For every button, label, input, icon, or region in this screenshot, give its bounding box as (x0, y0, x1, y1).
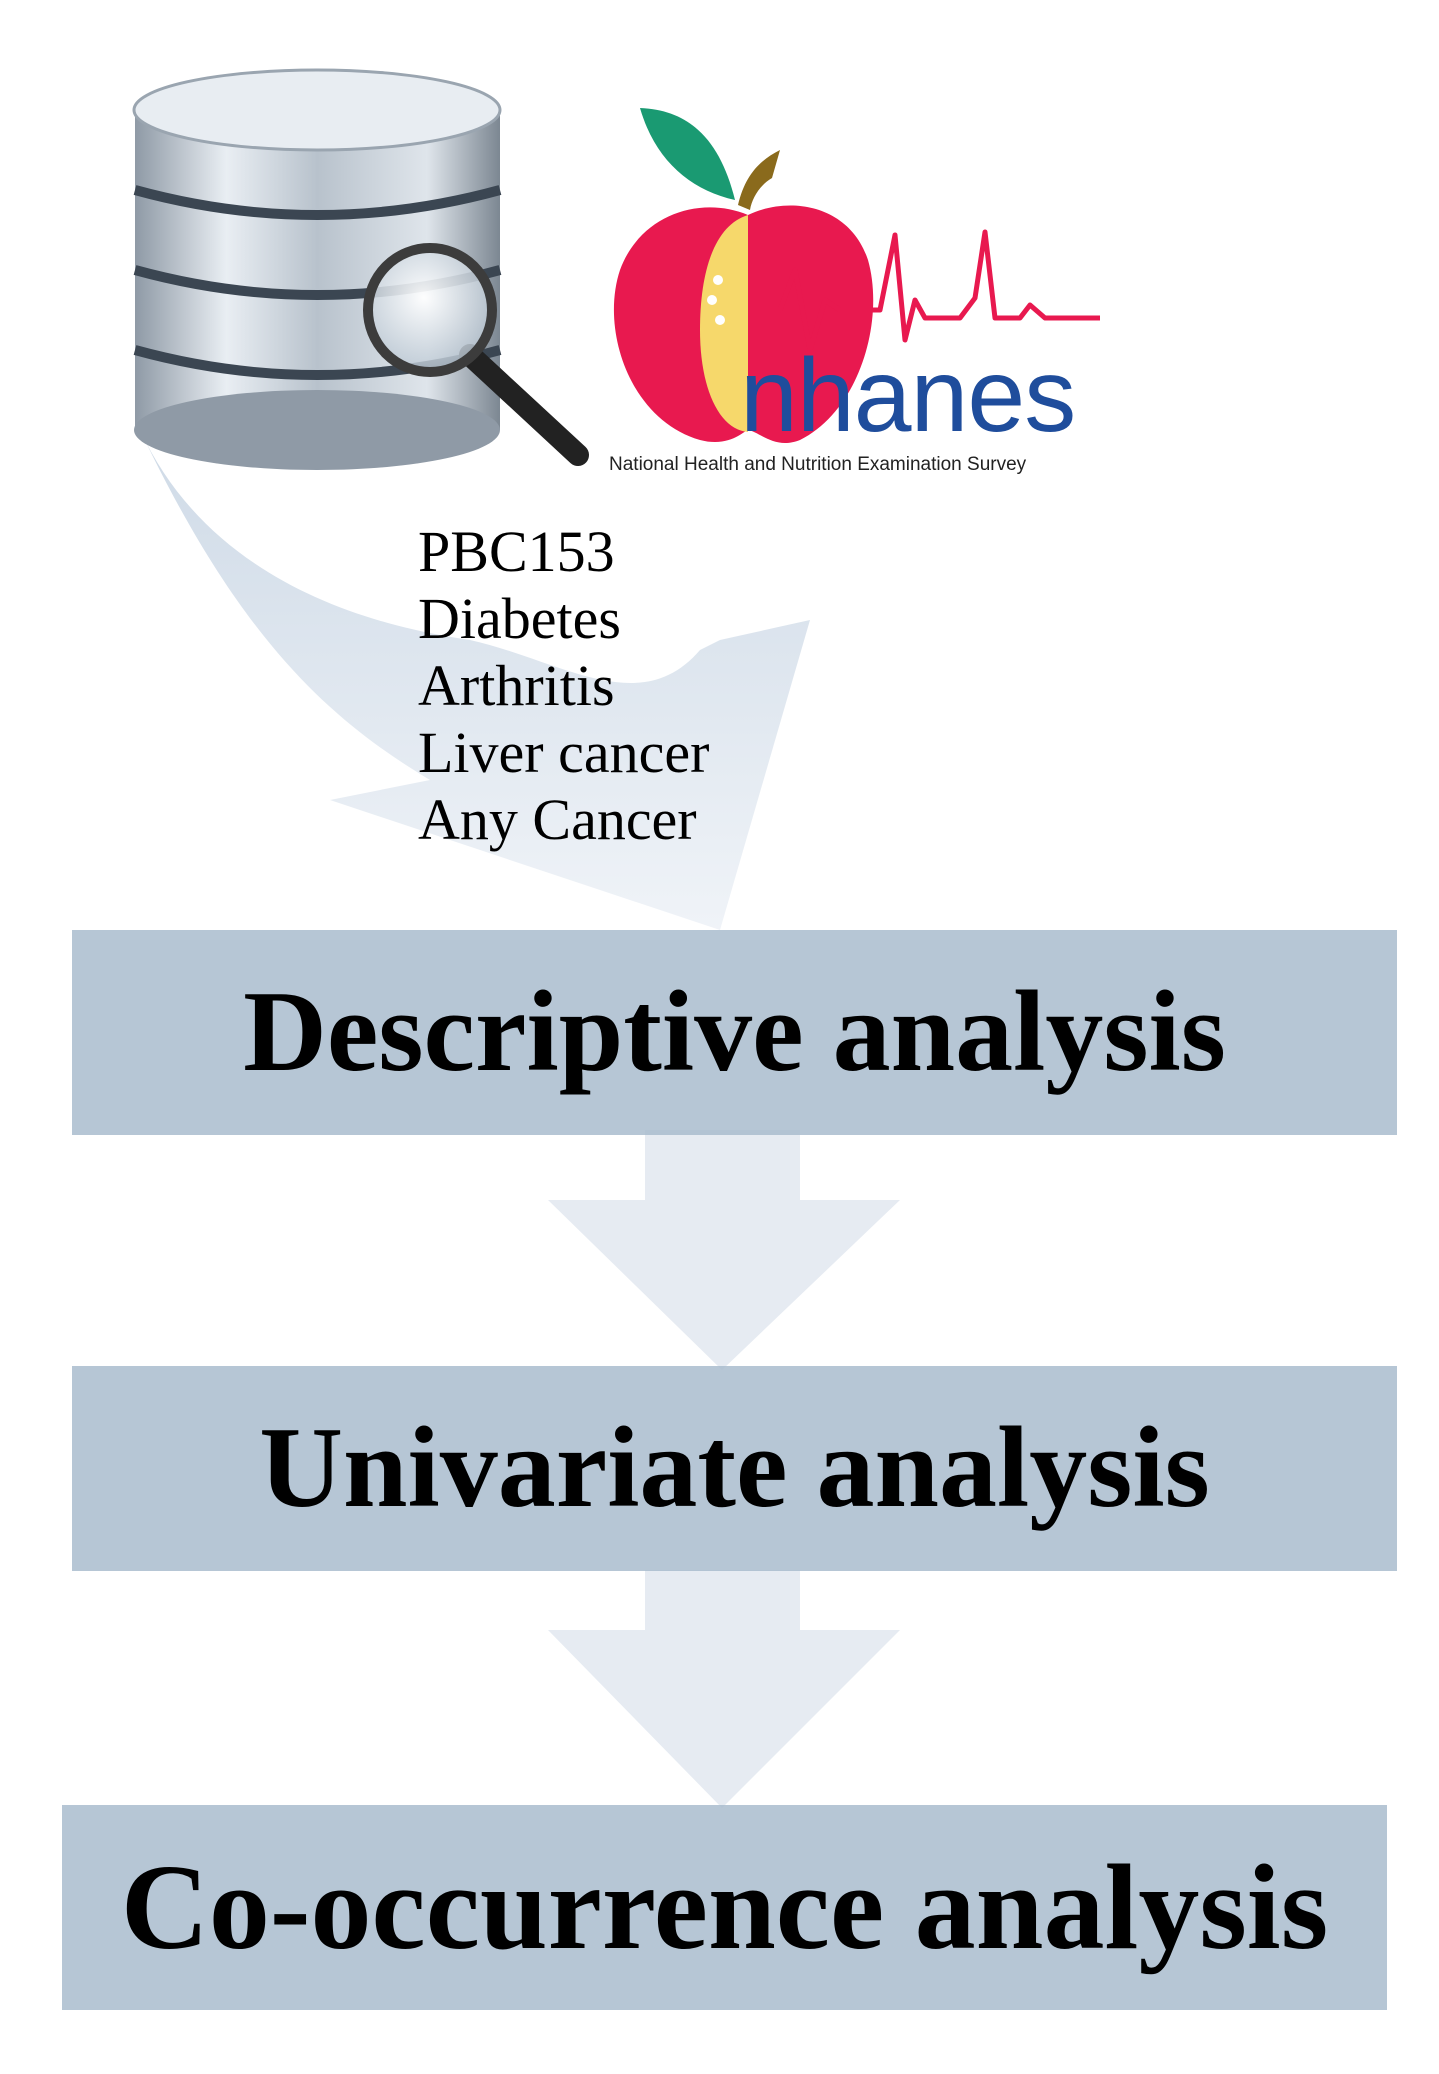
variable-item: Liver cancer (418, 720, 710, 785)
magnifier-icon (363, 243, 589, 466)
variable-item: Any Cancer (418, 787, 697, 852)
step-univariate-analysis: Univariate analysis (72, 1366, 1397, 1571)
variable-item: Arthritis (418, 653, 615, 718)
curved-arrow (140, 430, 810, 930)
variable-list: PBC153 Diabetes Arthritis Liver cancer A… (418, 518, 709, 853)
nhanes-caption: National Health and Nutrition Examinatio… (609, 454, 1027, 475)
down-arrow-1 (548, 1130, 900, 1370)
variable-item: PBC153 (418, 519, 615, 584)
nhanes-apple-logo (613, 108, 1100, 444)
variable-item: Diabetes (418, 586, 621, 651)
down-arrow-2 (548, 1570, 900, 1808)
step-cooccurrence-analysis: Co-occurrence analysis (62, 1805, 1387, 2010)
nhanes-wordmark: nhanes (740, 338, 1076, 454)
step-descriptive-analysis: Descriptive analysis (72, 930, 1397, 1135)
